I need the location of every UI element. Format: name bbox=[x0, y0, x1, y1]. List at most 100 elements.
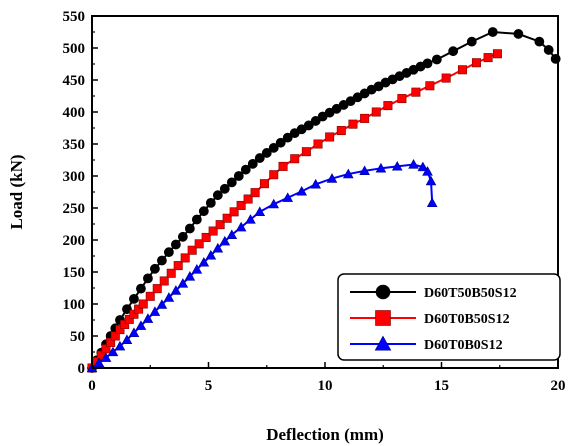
data-point bbox=[268, 142, 279, 153]
data-point bbox=[215, 220, 225, 230]
x-tick-label: 10 bbox=[318, 378, 333, 394]
data-point bbox=[268, 198, 280, 209]
legend: D60T50B50S12 D60T0B50S12 D60T0B0S12 bbox=[337, 273, 561, 361]
y-tick-label: 350 bbox=[63, 137, 86, 153]
data-point bbox=[360, 113, 370, 123]
data-point bbox=[278, 161, 288, 171]
data-point bbox=[492, 49, 502, 59]
data-point bbox=[201, 232, 211, 242]
data-point bbox=[107, 346, 119, 357]
data-point bbox=[106, 337, 116, 347]
legend-label: D60T0B0S12 bbox=[424, 338, 503, 353]
x-axis-title: Deflection (mm) bbox=[266, 425, 384, 444]
data-point bbox=[177, 278, 189, 288]
data-point bbox=[235, 221, 247, 232]
y-tick-label: 300 bbox=[63, 169, 86, 185]
series-layer bbox=[86, 27, 561, 373]
data-point bbox=[261, 148, 272, 158]
legend-marker bbox=[375, 284, 391, 300]
data-point bbox=[170, 239, 181, 250]
data-point bbox=[142, 313, 154, 323]
data-point bbox=[275, 137, 286, 148]
data-point bbox=[194, 239, 204, 249]
data-point bbox=[441, 73, 451, 83]
axes: 0 5 10 15 2005010015020025030035040045050055… bbox=[63, 9, 566, 394]
data-point bbox=[208, 226, 218, 236]
legend-marker bbox=[375, 310, 391, 326]
legend-label: D60T0B50S12 bbox=[424, 312, 510, 327]
data-point bbox=[375, 162, 387, 173]
y-tick-label: 50 bbox=[70, 329, 85, 345]
data-point bbox=[219, 235, 231, 246]
y-axis-title: Load (kN) bbox=[7, 154, 26, 229]
data-point bbox=[325, 132, 335, 142]
data-point bbox=[149, 306, 161, 316]
data-point bbox=[177, 231, 188, 242]
y-tick-label: 150 bbox=[63, 265, 86, 281]
y-tick-label: 250 bbox=[63, 201, 86, 217]
data-point bbox=[408, 159, 419, 169]
data-point bbox=[296, 185, 308, 196]
data-point bbox=[534, 36, 545, 47]
data-point bbox=[466, 36, 477, 47]
data-point bbox=[93, 357, 105, 368]
data-point bbox=[166, 268, 176, 278]
x-tick-label: 5 bbox=[205, 378, 213, 394]
data-point bbox=[226, 229, 238, 240]
data-point bbox=[184, 271, 196, 281]
data-point bbox=[129, 309, 139, 319]
x-tick-label: 20 bbox=[551, 378, 566, 394]
data-point bbox=[138, 299, 148, 309]
data-point bbox=[422, 58, 433, 69]
series-d60t0b0s12 bbox=[86, 159, 438, 373]
data-point bbox=[115, 325, 125, 335]
data-point bbox=[342, 168, 354, 179]
data-point bbox=[417, 161, 429, 172]
x-tick-label: 0 bbox=[88, 378, 96, 394]
data-point bbox=[152, 284, 162, 294]
data-point bbox=[205, 249, 217, 260]
legend-entry-d60t0b50s12: D60T0B50S12 bbox=[350, 310, 510, 327]
data-point bbox=[282, 132, 293, 143]
y-tick-label: 400 bbox=[63, 105, 86, 121]
data-point bbox=[313, 139, 323, 149]
data-point bbox=[136, 283, 146, 294]
series-d60t0b50s12 bbox=[87, 49, 502, 373]
data-point bbox=[391, 160, 403, 171]
data-point bbox=[184, 223, 195, 234]
data-point bbox=[110, 331, 120, 341]
data-point bbox=[156, 299, 168, 309]
data-point bbox=[150, 263, 160, 274]
data-point bbox=[254, 153, 265, 163]
data-point bbox=[121, 334, 133, 344]
data-point bbox=[448, 46, 459, 57]
data-point bbox=[411, 87, 421, 97]
data-point bbox=[120, 319, 130, 329]
legend-entry-d60t0b0s12: D60T0B0S12 bbox=[350, 335, 503, 353]
y-tick-label: 550 bbox=[63, 9, 86, 25]
data-point bbox=[310, 116, 321, 126]
legend-entry-d60t50b50s12: D60T50B50S12 bbox=[350, 284, 517, 301]
data-point bbox=[173, 261, 183, 271]
data-point bbox=[226, 177, 237, 188]
data-point bbox=[191, 264, 203, 274]
data-point bbox=[134, 304, 144, 314]
data-point bbox=[240, 164, 251, 175]
x-tick-label: 15 bbox=[434, 378, 449, 394]
data-point bbox=[129, 293, 139, 304]
data-point bbox=[212, 190, 223, 201]
data-point bbox=[397, 94, 407, 104]
data-point bbox=[326, 173, 338, 183]
data-point bbox=[303, 120, 314, 131]
y-tick-label: 500 bbox=[63, 41, 86, 57]
data-point bbox=[205, 197, 216, 208]
data-point bbox=[145, 291, 155, 301]
data-point bbox=[124, 314, 134, 324]
data-point bbox=[290, 154, 300, 164]
data-point bbox=[301, 147, 311, 157]
data-point bbox=[122, 304, 132, 315]
legend-label: D60T50B50S12 bbox=[424, 286, 517, 301]
data-point bbox=[425, 175, 437, 186]
data-point bbox=[431, 54, 442, 65]
